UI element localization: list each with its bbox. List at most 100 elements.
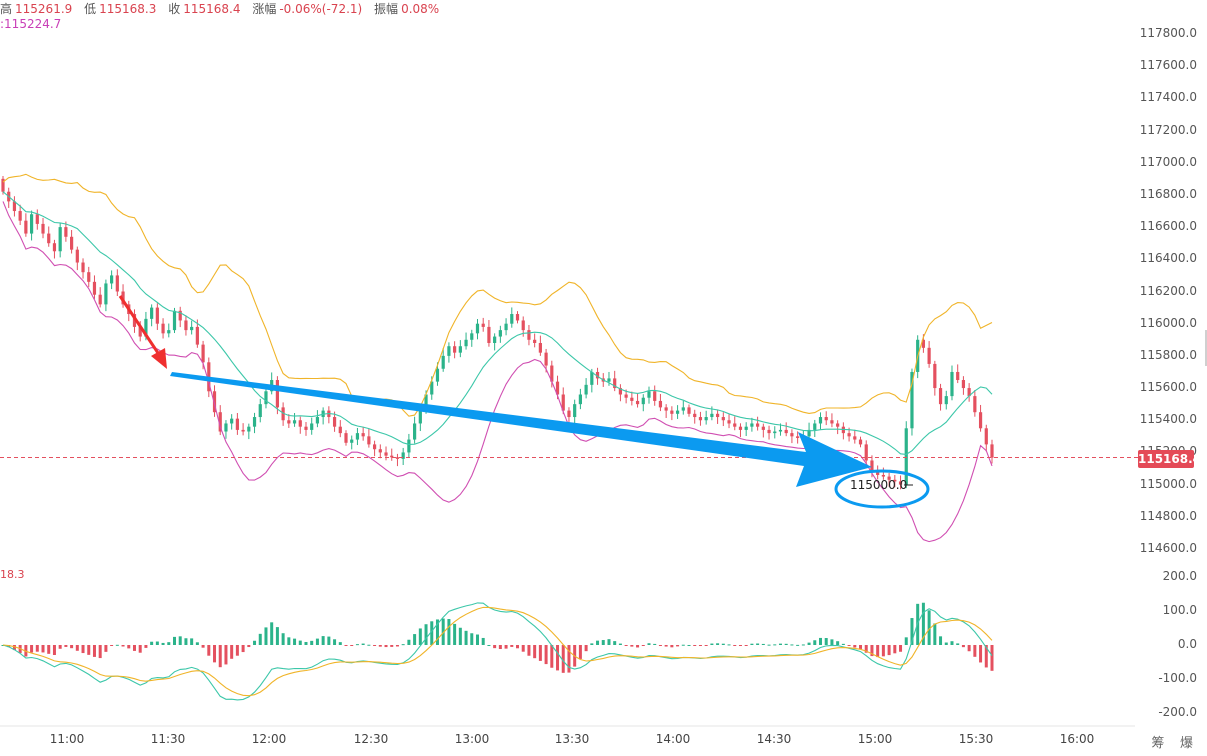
candle: [41, 223, 45, 234]
macd-bar: [373, 645, 377, 646]
candle: [281, 407, 285, 421]
candle: [98, 294, 102, 305]
candle: [790, 433, 794, 437]
macd-bar: [853, 645, 857, 648]
candle: [681, 407, 685, 411]
candle: [510, 314, 514, 324]
candle: [241, 429, 245, 432]
candle: [813, 423, 817, 430]
candle: [247, 426, 251, 432]
macd-bar: [178, 636, 182, 645]
candle: [933, 363, 937, 389]
macd-bar: [698, 645, 702, 647]
trend-arrow-blue: [170, 372, 872, 487]
candle: [584, 384, 588, 395]
macd-bar: [167, 642, 171, 645]
macd-bar: [435, 619, 439, 645]
scroll-handle[interactable]: [1205, 330, 1207, 366]
macd-bar: [939, 636, 943, 645]
macd-bar: [738, 645, 742, 646]
macd-bar: [641, 645, 645, 646]
candle: [453, 346, 457, 353]
candle: [653, 391, 657, 401]
candle: [738, 426, 743, 430]
macd-tick-label: 200.0: [1162, 569, 1197, 583]
candle: [435, 368, 440, 382]
macd-bar: [607, 639, 611, 645]
candle: [12, 201, 17, 212]
macd-bar: [493, 645, 497, 649]
candle: [75, 249, 79, 263]
candle: [104, 283, 108, 305]
candle: [498, 330, 502, 337]
macd-bar: [333, 639, 337, 645]
macd-bar: [807, 642, 811, 645]
ma-value: :115224.7: [0, 17, 62, 31]
candle: [70, 236, 74, 250]
candle: [847, 433, 851, 437]
candle: [487, 326, 491, 343]
candle: [447, 346, 451, 356]
candle: [18, 211, 22, 221]
macd-tick-label: -200.0: [1158, 705, 1197, 719]
macd-bar: [281, 633, 285, 645]
macd-bar: [70, 645, 74, 649]
candle: [858, 439, 863, 445]
macd-dea-line: [2, 606, 993, 697]
macd-bar: [35, 645, 39, 652]
candle: [853, 436, 857, 440]
macd-bar: [944, 642, 948, 645]
macd-bar: [624, 645, 628, 646]
candle: [778, 429, 783, 432]
corner-toolbar[interactable]: 筹 爆: [1151, 735, 1199, 750]
candle: [441, 355, 445, 369]
time-tick-label: 16:00: [1059, 732, 1095, 746]
band-lower-line: [2, 201, 993, 543]
candle: [624, 394, 628, 398]
macd-bar: [413, 634, 417, 645]
macd-bar: [344, 645, 348, 646]
macd-bar: [384, 645, 388, 648]
level-annotation: 115000.0: [850, 478, 908, 492]
macd-bar: [973, 645, 977, 657]
candle: [818, 417, 823, 424]
candle: [544, 352, 548, 366]
macd-bar: [967, 645, 971, 652]
amplitude-value: 0.08%: [401, 2, 440, 16]
candle: [693, 413, 697, 418]
macd-bar: [458, 627, 462, 645]
candle: [595, 371, 600, 379]
candle: [424, 394, 428, 408]
macd-bar: [355, 644, 359, 646]
candle: [710, 413, 714, 418]
candle: [538, 343, 542, 353]
macd-bar: [710, 643, 714, 645]
candle: [144, 318, 148, 337]
time-tick-label: 15:30: [958, 732, 994, 746]
candle: [704, 417, 708, 421]
candle: [378, 449, 382, 453]
candle: [647, 391, 651, 398]
macd-bar: [12, 645, 16, 651]
candle: [973, 396, 977, 413]
macd-bar: [195, 642, 199, 645]
macd-bar: [544, 645, 548, 665]
candle: [332, 417, 337, 427]
macd-bar: [475, 634, 479, 645]
candle: [344, 433, 348, 443]
candle: [212, 391, 217, 413]
candle: [132, 314, 137, 327]
candle: [413, 423, 417, 440]
macd-bar: [390, 645, 394, 647]
macd-bar: [647, 643, 651, 645]
candle: [355, 433, 360, 440]
macd-bar: [664, 645, 668, 647]
candle: [372, 444, 377, 450]
time-tick-label: 14:00: [655, 732, 691, 746]
candle: [641, 397, 645, 405]
candle: [47, 233, 51, 244]
macd-bar: [561, 645, 565, 673]
price-tick-label: 116800.0: [1139, 186, 1197, 201]
macd-bar: [338, 642, 342, 645]
